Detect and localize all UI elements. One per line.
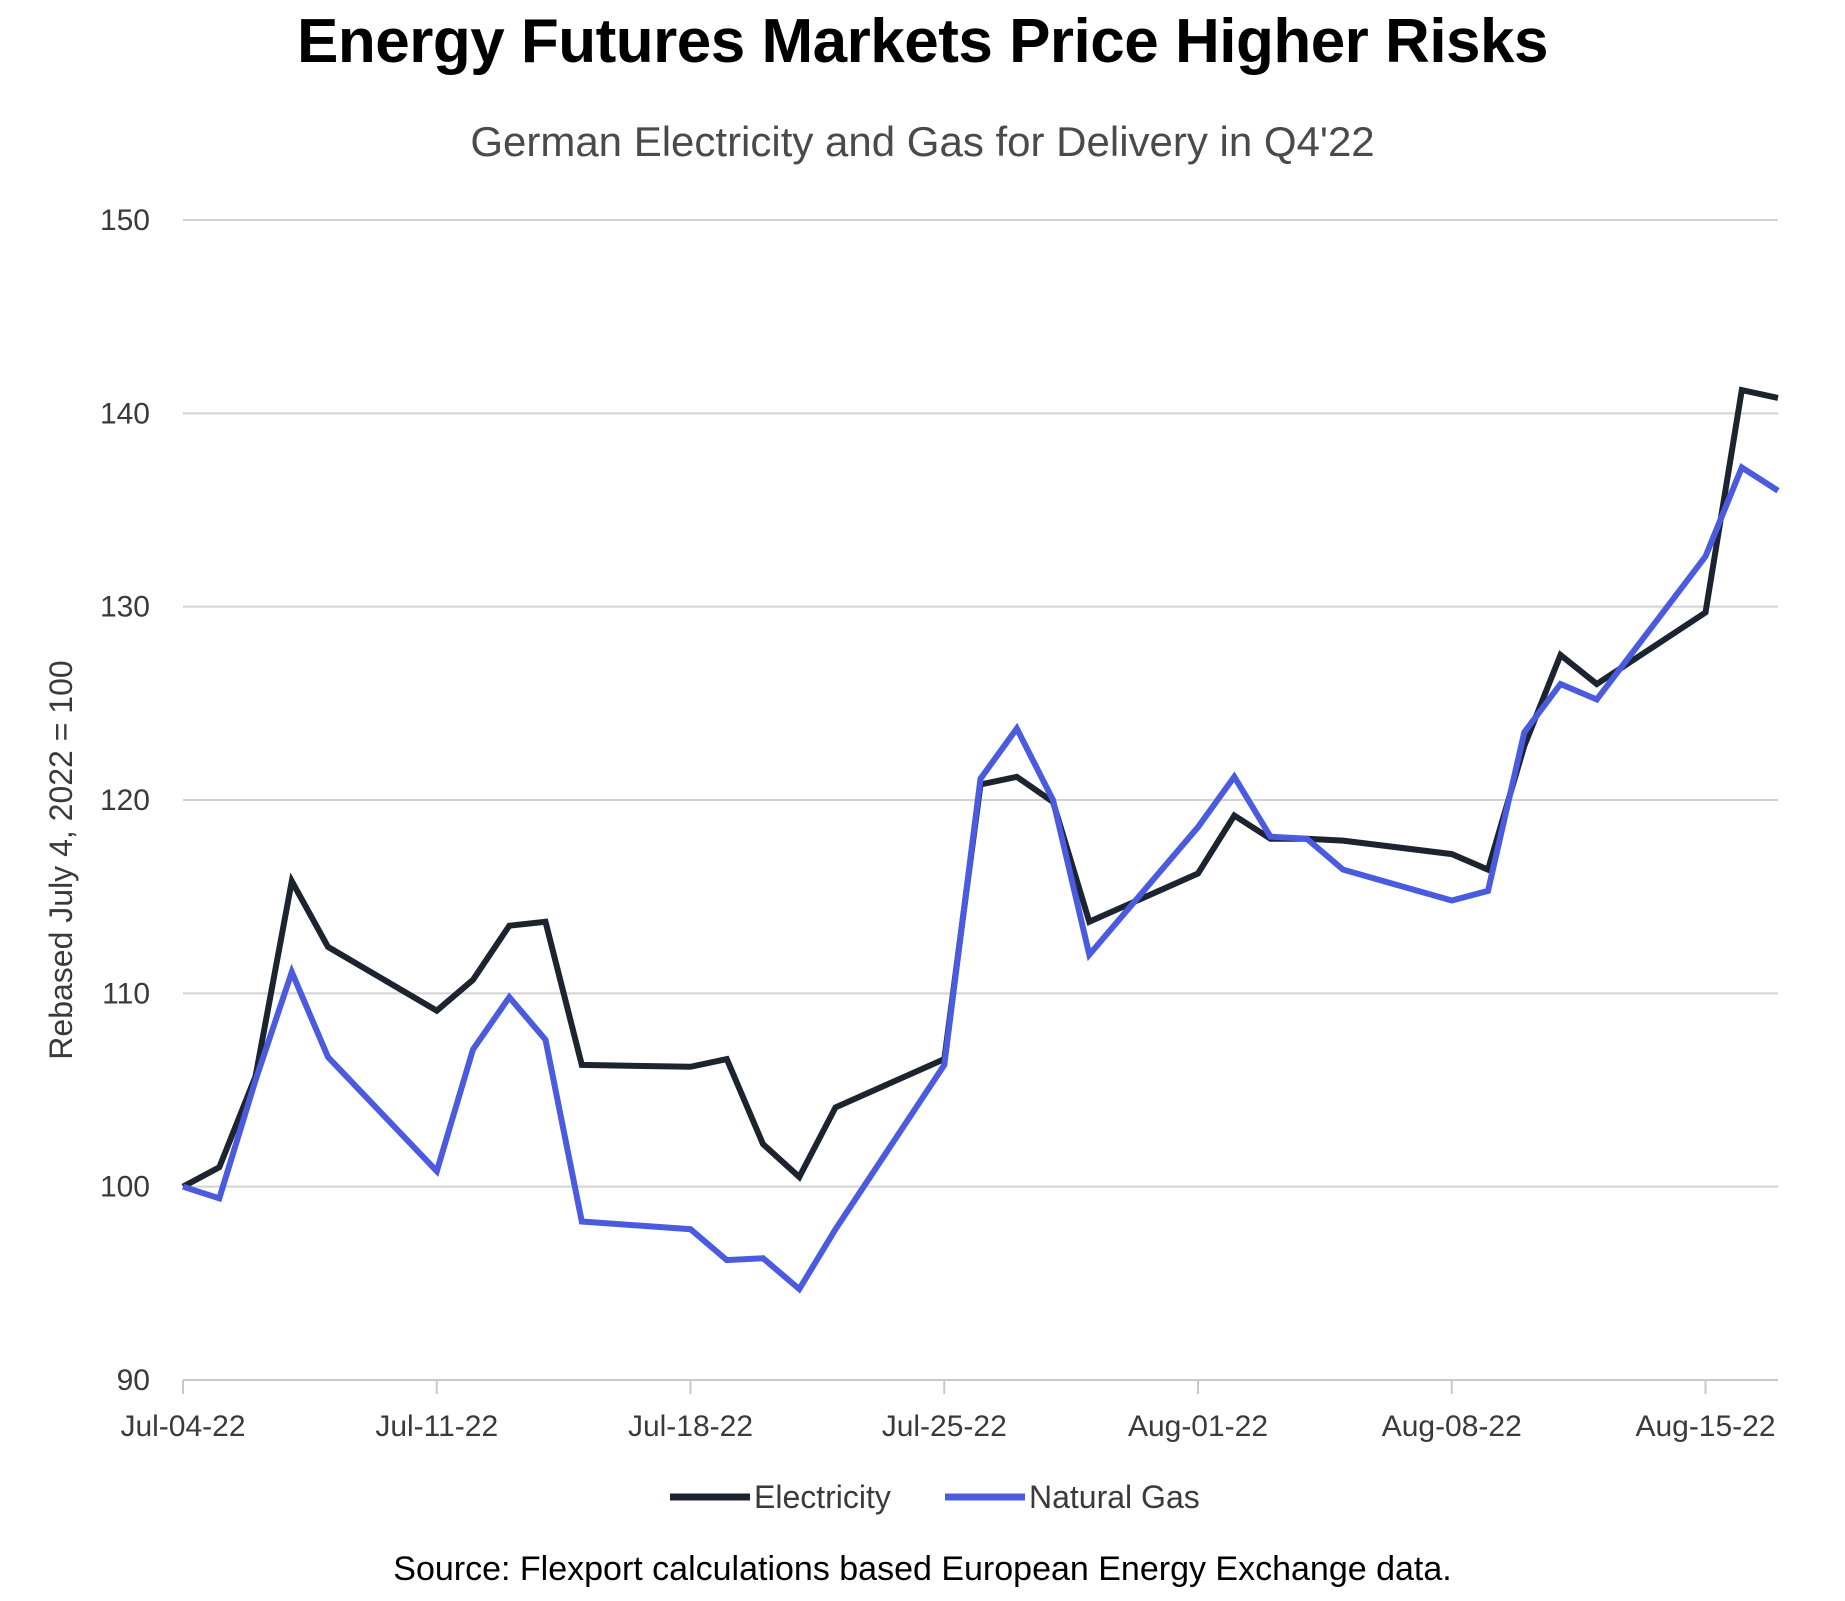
data-point-natural-gas: [470, 1046, 476, 1052]
data-point-natural-gas: [253, 1077, 259, 1083]
x-tick-label-Aug-08-22: Aug-08-22: [1382, 1410, 1522, 1443]
data-point-electricity: [688, 1064, 694, 1070]
data-point-natural-gas: [434, 1168, 440, 1174]
data-point-natural-gas: [1268, 834, 1274, 840]
legend-label-natural-gas: Natural Gas: [1029, 1479, 1200, 1515]
data-point-natural-gas: [579, 1218, 585, 1224]
x-axis: [182, 1379, 1778, 1394]
source-note: Source: Flexport calculations based Euro…: [393, 1550, 1452, 1588]
data-point-natural-gas: [1775, 488, 1781, 494]
data-point-natural-gas: [1050, 797, 1056, 803]
x-tick-label-Jul-25-22: Jul-25-22: [882, 1410, 1007, 1443]
data-point-electricity: [1086, 919, 1092, 925]
data-point-natural-gas: [1594, 696, 1600, 702]
data-point-natural-gas: [1304, 836, 1310, 842]
data-point-electricity: [1775, 395, 1781, 401]
data-point-natural-gas: [833, 1226, 839, 1232]
data-point-electricity: [543, 919, 549, 925]
data-point-electricity: [1739, 387, 1745, 393]
data-point-natural-gas: [1014, 725, 1020, 731]
data-point-natural-gas: [941, 1062, 947, 1068]
data-point-electricity: [470, 977, 476, 983]
data-point-natural-gas: [180, 1184, 186, 1190]
data-point-electricity: [1014, 774, 1020, 780]
x-tick-label-Aug-01-22: Aug-01-22: [1128, 1410, 1268, 1443]
y-tick-label-110: 110: [102, 977, 150, 1010]
data-point-electricity: [1558, 652, 1564, 658]
x-tick-labels: Jul-04-22 Jul-11-22 Jul-18-22 Jul-25-22 Aug-…: [120, 1410, 1775, 1443]
data-point-electricity: [760, 1141, 766, 1147]
data-point-natural-gas: [1086, 952, 1092, 958]
y-tick-label-150: 150: [100, 204, 150, 237]
y-tick-label-100: 100: [100, 1171, 150, 1204]
series-lines: [180, 386, 1781, 1294]
data-point-natural-gas: [724, 1257, 730, 1263]
data-point-electricity: [1449, 851, 1455, 857]
data-point-natural-gas: [543, 1037, 549, 1043]
data-point-natural-gas: [506, 994, 512, 1000]
data-point-electricity: [325, 944, 331, 950]
y-tick-label-130: 130: [100, 591, 150, 624]
y-axis-title: Rebased July 4, 2022 = 100: [43, 660, 79, 1059]
series-line-natural-gas: [182, 463, 1780, 1294]
data-point-natural-gas: [216, 1195, 222, 1201]
data-point-electricity: [1703, 609, 1709, 615]
y-axis: 90 100 110 120 130 140 150: [100, 204, 150, 1397]
data-point-natural-gas: [1703, 553, 1709, 559]
data-point-natural-gas: [760, 1255, 766, 1261]
data-point-natural-gas: [688, 1226, 694, 1232]
data-point-natural-gas: [325, 1054, 331, 1060]
y-tick-label-90: 90: [117, 1364, 150, 1397]
data-point-electricity: [434, 1008, 440, 1014]
data-point-electricity: [833, 1104, 839, 1110]
data-point-electricity: [216, 1164, 222, 1170]
x-tick-label-Jul-11-22: Jul-11-22: [375, 1410, 498, 1443]
legend: Electricity Natural Gas: [670, 1479, 1200, 1515]
data-point-natural-gas: [1340, 867, 1346, 873]
data-point-electricity: [1231, 812, 1237, 818]
y-tick-label-120: 120: [100, 784, 150, 817]
data-point-natural-gas: [1231, 774, 1237, 780]
chart-title: Energy Futures Markets Price Higher Risk…: [297, 7, 1548, 76]
data-point-natural-gas: [1558, 681, 1564, 687]
data-point-natural-gas: [1521, 729, 1527, 735]
data-point-electricity: [796, 1174, 802, 1180]
data-point-electricity: [579, 1062, 585, 1068]
data-point-natural-gas: [1739, 464, 1745, 470]
data-point-natural-gas: [289, 969, 295, 975]
chart-subtitle: German Electricity and Gas for Delivery …: [470, 118, 1375, 165]
data-point-electricity: [506, 923, 512, 929]
x-tick-label-Jul-18-22: Jul-18-22: [628, 1410, 753, 1443]
legend-label-electricity: Electricity: [754, 1479, 891, 1515]
data-point-natural-gas: [796, 1286, 802, 1292]
data-point-electricity: [1594, 681, 1600, 687]
data-point-natural-gas: [1485, 888, 1491, 894]
y-tick-label-140: 140: [100, 397, 150, 430]
data-point-natural-gas: [1449, 898, 1455, 904]
x-tick-label-Aug-15-22: Aug-15-22: [1635, 1410, 1775, 1443]
x-tick-label-Jul-04-22: Jul-04-22: [120, 1410, 245, 1443]
data-point-natural-gas: [978, 776, 984, 782]
data-point-natural-gas: [1195, 824, 1201, 830]
data-point-electricity: [1340, 838, 1346, 844]
data-point-electricity: [724, 1056, 730, 1062]
data-point-electricity: [289, 878, 295, 884]
data-point-electricity: [1195, 870, 1201, 876]
